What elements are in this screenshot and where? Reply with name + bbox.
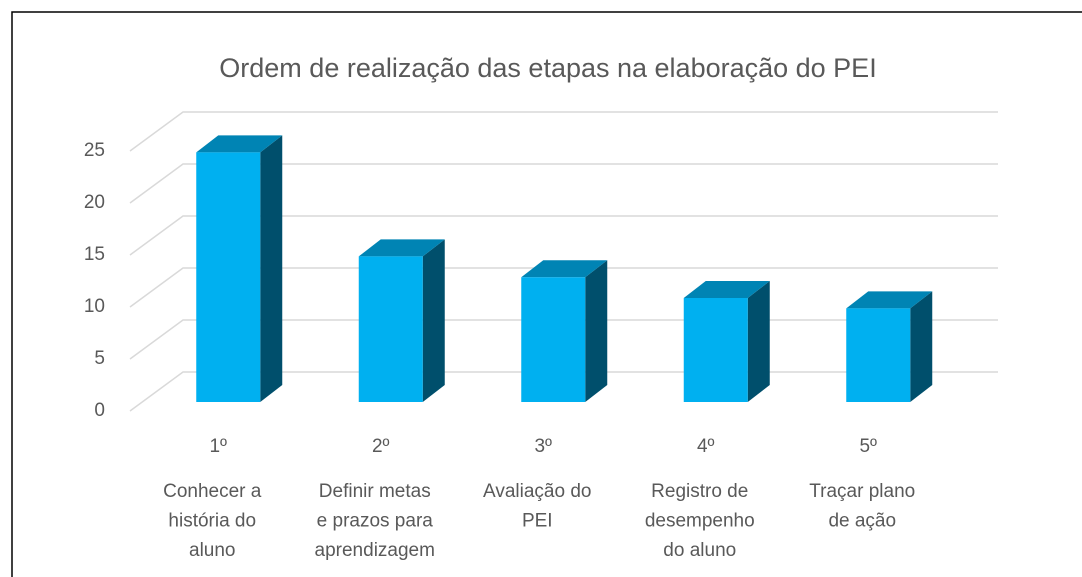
bar-front: [521, 277, 586, 402]
x-category-description: aprendizagem: [315, 540, 435, 561]
y-tick-label: 10: [84, 296, 105, 317]
bar-top: [196, 135, 283, 153]
y-tick-label: 20: [84, 192, 105, 213]
bar-side: [260, 135, 283, 402]
x-category-description: desempenho: [645, 511, 755, 532]
x-category-description: de ação: [828, 511, 896, 532]
grid-line: [129, 111, 998, 152]
x-category-description: PEI: [522, 511, 553, 532]
y-tick-label: 15: [84, 244, 105, 265]
bar-top: [358, 239, 445, 257]
bar-side: [747, 281, 770, 402]
bar: [846, 291, 933, 402]
bar: [196, 135, 283, 402]
y-tick-label: 0: [94, 400, 105, 421]
grid-line: [129, 267, 998, 308]
bar-top: [683, 281, 770, 298]
bar-side: [422, 239, 445, 402]
grid-line: [129, 163, 998, 204]
x-category-description: Conhecer a: [163, 481, 262, 502]
x-category-description: e prazos para: [317, 511, 434, 532]
bar-front: [196, 152, 261, 402]
bar: [358, 239, 445, 402]
bar-front: [846, 308, 911, 402]
x-category-description: aluno: [189, 540, 236, 561]
chart-title: Ordem de realização das etapas na elabor…: [219, 53, 876, 83]
x-tick-label: 1º: [209, 436, 227, 457]
x-category-description: Traçar plano: [809, 481, 915, 502]
bar-side: [910, 291, 933, 402]
grid-line: [129, 215, 998, 256]
x-category-description: história do: [168, 511, 256, 532]
x-tick-label: 5º: [859, 436, 877, 457]
bar-front: [358, 256, 423, 402]
x-category-description: do aluno: [663, 540, 736, 561]
bar-top: [846, 291, 933, 309]
x-category-description: Avaliação do: [483, 481, 591, 502]
bar: [521, 260, 608, 402]
y-tick-label: 5: [94, 348, 105, 369]
bar-side: [585, 260, 608, 402]
bar-top: [521, 260, 608, 278]
x-category-description: Registro de: [651, 481, 748, 502]
y-tick-label: 25: [84, 140, 105, 161]
bar-front: [683, 298, 748, 402]
x-tick-label: 3º: [534, 436, 552, 457]
x-tick-label: 2º: [372, 436, 390, 457]
bar: [683, 281, 770, 402]
x-category-description: Definir metas: [319, 481, 431, 502]
x-tick-label: 4º: [697, 436, 715, 457]
